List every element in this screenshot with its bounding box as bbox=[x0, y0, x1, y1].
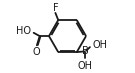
Text: B: B bbox=[82, 46, 89, 56]
Text: OH: OH bbox=[78, 61, 93, 71]
Text: O: O bbox=[32, 47, 40, 57]
Text: F: F bbox=[53, 3, 58, 13]
Text: OH: OH bbox=[92, 40, 107, 50]
Text: HO: HO bbox=[16, 26, 31, 36]
